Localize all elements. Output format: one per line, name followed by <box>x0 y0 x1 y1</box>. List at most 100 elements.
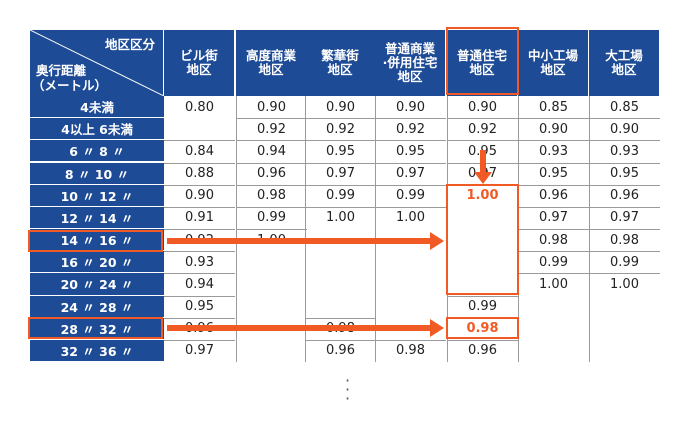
table-cell: 0.92 <box>257 121 286 137</box>
column-header: 繁華街 地区 <box>305 30 376 96</box>
grid-line <box>589 140 660 142</box>
column-header-line: 地区 <box>469 62 495 77</box>
table-cell: 0.98 <box>466 321 499 337</box>
grid-line <box>164 140 235 142</box>
table-cell: 0.98 <box>610 232 639 248</box>
table-cell: 0.84 <box>185 143 214 159</box>
grid-line <box>164 295 235 297</box>
grid-line <box>305 206 376 208</box>
grid-line <box>236 184 307 186</box>
grid-line <box>375 96 376 362</box>
grid-line <box>236 162 307 164</box>
table-cell: 0.98 <box>539 232 568 248</box>
table-cell: 0.97 <box>539 210 568 226</box>
table-cell: 0.97 <box>396 166 425 182</box>
table-cell: 0.88 <box>185 166 214 182</box>
grid-line <box>236 229 307 231</box>
table-cell: 0.85 <box>610 99 639 115</box>
table-cell: 0.95 <box>396 143 425 159</box>
table-cell: 0.95 <box>326 143 355 159</box>
grid-line <box>589 162 660 164</box>
grid-line <box>375 118 446 120</box>
table-cell: 0.94 <box>257 143 286 159</box>
row-header: 24 〃 28 〃 <box>30 295 164 318</box>
row-header: 10 〃 12 〃 <box>30 184 164 207</box>
continuation-dots: · · · <box>345 371 351 408</box>
grid-line <box>305 339 376 341</box>
table-cell: 1.00 <box>326 210 355 226</box>
column-header: 普通商業 ·併用住宅 地区 <box>375 30 446 96</box>
right-arrow-shaft <box>167 325 431 331</box>
grid-line <box>518 162 589 164</box>
grid-line <box>518 273 589 275</box>
grid-line <box>305 317 376 319</box>
grid-line <box>518 140 589 142</box>
grid-line <box>305 184 376 186</box>
table-cell: 1.00 <box>466 188 499 204</box>
grid-line <box>589 206 660 208</box>
table-cell: 0.99 <box>326 188 355 204</box>
grid-line <box>164 251 235 253</box>
grid-line <box>375 206 446 208</box>
table-cell: 0.94 <box>185 276 214 292</box>
table-cell: 0.97 <box>610 210 639 226</box>
table-cell: 0.96 <box>257 166 286 182</box>
grid-line <box>164 317 235 319</box>
row-header: 20 〃 24 〃 <box>30 273 164 296</box>
column-header-line: 普通住宅 <box>456 48 507 63</box>
table-cell: 0.99 <box>396 188 425 204</box>
column-header-line: 地区 <box>397 69 423 84</box>
row-header: 16 〃 20 〃 <box>30 251 164 274</box>
table-cell: 0.93 <box>539 143 568 159</box>
table-cell: 0.96 <box>468 343 497 359</box>
column-header-line: 地区 <box>186 62 212 77</box>
column-header-line: 地区 <box>327 62 353 77</box>
grid-line <box>164 339 235 341</box>
column-header-line: 地区 <box>258 62 284 77</box>
row-header: 8 〃 10 〃 <box>30 162 164 185</box>
grid-line <box>589 229 660 231</box>
table-cell: 0.98 <box>257 188 286 204</box>
grid-line <box>375 140 446 142</box>
table-cell: 0.92 <box>326 121 355 137</box>
corner-bottom-label-1: 奥行距離 <box>36 63 87 78</box>
grid-line <box>589 118 660 120</box>
column-header: 高度商業 地区 <box>236 30 307 96</box>
grid-line <box>518 206 589 208</box>
table-cell: 1.00 <box>610 276 639 292</box>
down-arrow-shaft <box>480 150 486 174</box>
highlight-box-row-28-32 <box>28 317 163 339</box>
grid-line <box>164 184 235 186</box>
table-cell: 0.97 <box>185 343 214 359</box>
table-cell: 0.99 <box>257 210 286 226</box>
highlight-box-row-14-16 <box>28 230 163 252</box>
column-header-line: 高度商業 <box>245 48 296 63</box>
grid-line <box>305 162 376 164</box>
grid-line <box>589 184 660 186</box>
table-cell: 0.90 <box>539 121 568 137</box>
grid-line <box>447 339 518 341</box>
table-cell: 0.99 <box>468 299 497 315</box>
table-cell: 1.00 <box>396 210 425 226</box>
table-cell: 0.95 <box>539 166 568 182</box>
grid-line <box>236 96 237 362</box>
grid-line <box>375 339 446 341</box>
grid-line <box>236 206 307 208</box>
table-cell: 0.96 <box>539 188 568 204</box>
table-cell: 0.90 <box>257 99 286 115</box>
row-header: 12 〃 14 〃 <box>30 206 164 229</box>
table-cell: 0.85 <box>539 99 568 115</box>
table-cell: 0.92 <box>396 121 425 137</box>
column-header-line: 大工場 <box>605 48 643 63</box>
grid-line <box>164 229 235 231</box>
right-arrow-shaft <box>167 238 431 244</box>
column-header-line: 繁華街 <box>321 48 359 63</box>
column-header: 中小工場 地区 <box>518 30 589 96</box>
grid-line <box>164 162 235 164</box>
grid-line <box>447 295 518 297</box>
table-cell: 0.90 <box>185 188 214 204</box>
column-header-line: 普通商業 <box>384 41 435 56</box>
table-cell: 0.99 <box>610 254 639 270</box>
grid-line <box>164 206 235 208</box>
